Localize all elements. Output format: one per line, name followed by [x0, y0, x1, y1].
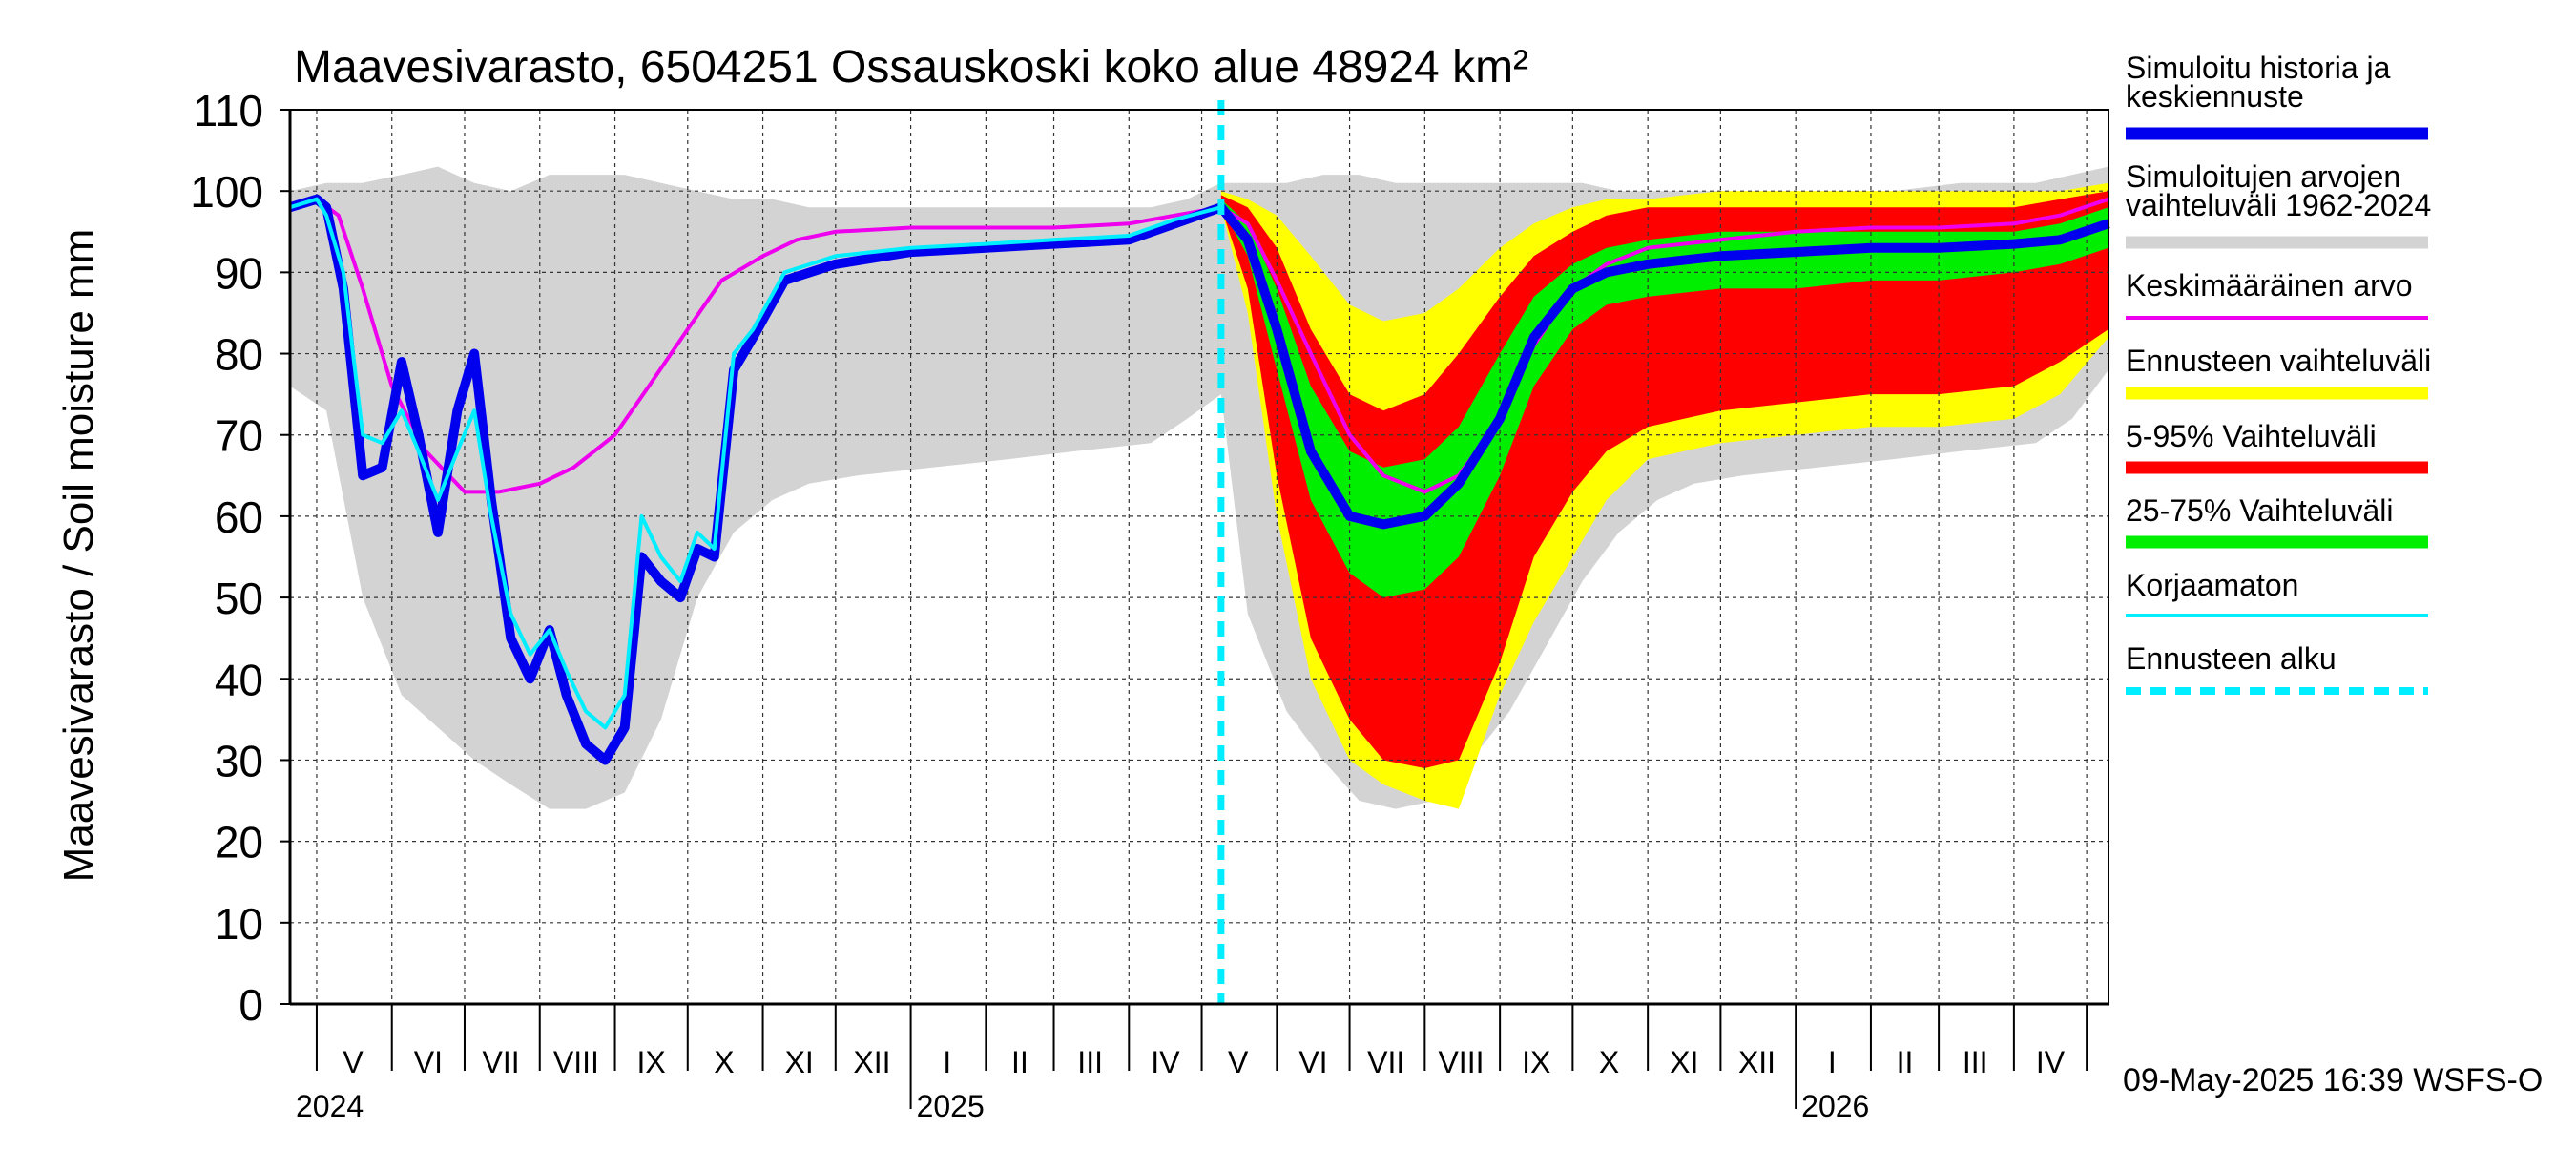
month-label: V [1228, 1045, 1249, 1079]
month-label: XI [785, 1045, 814, 1079]
y-axis-ticks: 0 10 20 30 40 50 60 70 80 90 100 110 [190, 86, 290, 1030]
month-label: XII [853, 1045, 890, 1079]
month-label: IV [1151, 1045, 1180, 1079]
legend-label: Simuloitu historia ja [2126, 51, 2391, 85]
month-label: VII [483, 1045, 520, 1079]
y-tick-label: 30 [215, 736, 263, 785]
month-label: X [714, 1045, 734, 1079]
y-tick-label: 50 [215, 574, 263, 623]
month-label: VIII [1438, 1045, 1484, 1079]
legend-label: 25-75% Vaihteluväli [2126, 493, 2393, 528]
month-label: VII [1367, 1045, 1404, 1079]
year-label: 2024 [296, 1089, 364, 1123]
y-tick-label: 110 [194, 86, 263, 136]
y-tick-label: 20 [215, 818, 263, 868]
legend-label: Simuloitujen arvojen [2126, 159, 2400, 194]
timestamp: 09-May-2025 16:39 WSFS-O [2123, 1062, 2543, 1098]
year-label: 2025 [917, 1089, 985, 1123]
median-line [288, 194, 2110, 765]
month-label: IV [2036, 1045, 2066, 1079]
legend-label: Ennusteen alku [2126, 641, 2337, 676]
month-label: III [1963, 1045, 1988, 1079]
grid-lines [290, 110, 2109, 1004]
month-label: X [1599, 1045, 1619, 1079]
month-label: IX [637, 1045, 666, 1079]
month-label: I [943, 1045, 951, 1079]
month-label: VIII [553, 1045, 599, 1079]
legend-label: vaihteluväli 1962-2024 [2126, 188, 2431, 222]
legend-label: Keskimääräinen arvo [2126, 268, 2413, 303]
y-tick-label: 100 [190, 167, 263, 217]
month-label: XI [1670, 1045, 1698, 1079]
p5-95-band [1220, 191, 2109, 768]
x-axis-ticks: V VI VII VIII IX X XI XII I II III IV V VI VII VIII IX X X… [296, 1004, 2088, 1123]
month-label: VI [1298, 1045, 1327, 1079]
y-tick-label: 80 [215, 330, 263, 380]
y-tick-label: 60 [215, 492, 263, 542]
axes [288, 109, 2109, 1006]
chart-title: Maavesivarasto, 6504251 Ossauskoski koko… [294, 42, 1528, 93]
y-tick-label: 70 [215, 411, 263, 461]
month-label: V [343, 1045, 364, 1079]
month-label: I [1828, 1045, 1837, 1079]
y-axis-label: Maavesivarasto / Soil moisture mm [55, 229, 102, 883]
month-label: II [1897, 1045, 1914, 1079]
legend-label: Korjaamaton [2126, 568, 2298, 602]
month-label: VI [414, 1045, 443, 1079]
legend-label: 5-95% Vaihteluväli [2126, 419, 2377, 453]
uncorrected-line [289, 197, 1222, 730]
legend-label: keskiennuste [2126, 79, 2304, 114]
y-tick-label: 90 [215, 248, 263, 298]
series-lines [288, 100, 2110, 1004]
y-tick-label: 10 [215, 899, 263, 949]
legend-label: Ennusteen vaihteluväli [2126, 344, 2431, 378]
month-label: III [1077, 1045, 1103, 1079]
y-tick-label: 40 [215, 655, 263, 704]
range-bands [290, 166, 2109, 809]
year-label: 2026 [1801, 1089, 1869, 1123]
month-label: II [1011, 1045, 1028, 1079]
month-label: XII [1738, 1045, 1776, 1079]
y-tick-label: 0 [239, 980, 263, 1030]
month-label: IX [1522, 1045, 1550, 1079]
